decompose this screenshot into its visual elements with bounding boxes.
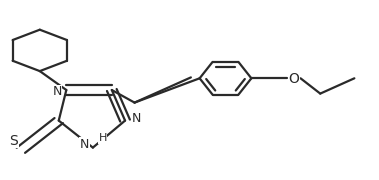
Text: H: H — [99, 133, 107, 143]
Text: O: O — [288, 72, 299, 86]
Text: N: N — [80, 138, 89, 150]
Text: N: N — [132, 112, 141, 125]
Text: N: N — [52, 85, 62, 98]
Text: S: S — [9, 134, 18, 148]
